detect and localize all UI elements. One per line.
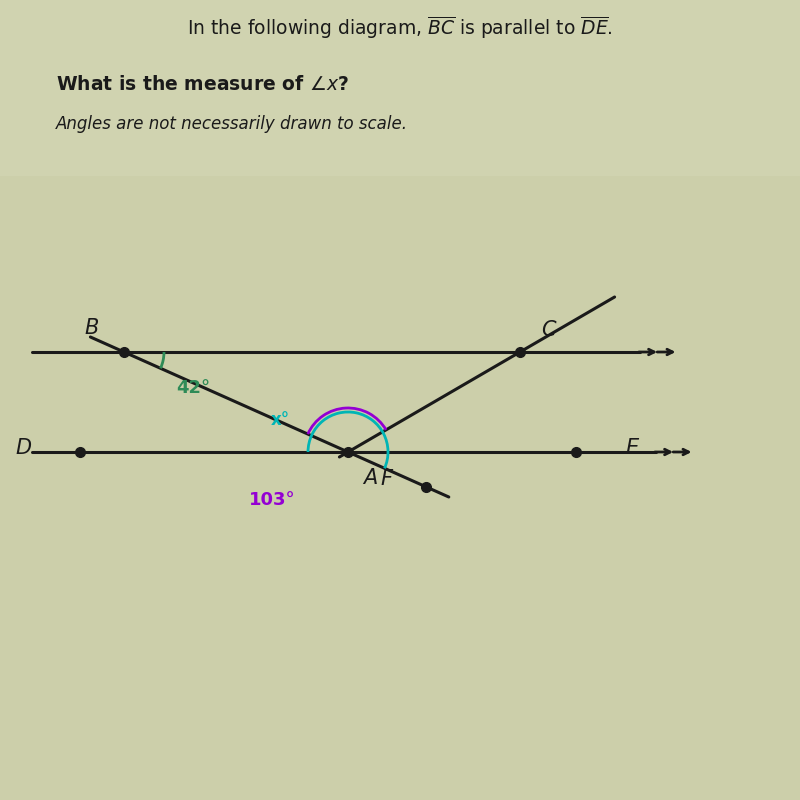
Text: D: D [16,438,32,458]
FancyBboxPatch shape [0,0,800,176]
Text: B: B [85,318,99,338]
Text: C: C [541,319,555,339]
Text: E: E [626,438,638,458]
Text: 103°: 103° [249,491,295,509]
Text: x°: x° [270,411,290,429]
Text: F: F [381,469,393,489]
Text: A: A [363,468,378,488]
Text: What is the measure of $\angle x$?: What is the measure of $\angle x$? [56,74,349,94]
Text: 42°: 42° [176,379,210,397]
Text: In the following diagram, $\overline{BC}$ is parallel to $\overline{DE}$.: In the following diagram, $\overline{BC}… [187,14,613,42]
Text: Angles are not necessarily drawn to scale.: Angles are not necessarily drawn to scal… [56,115,408,133]
